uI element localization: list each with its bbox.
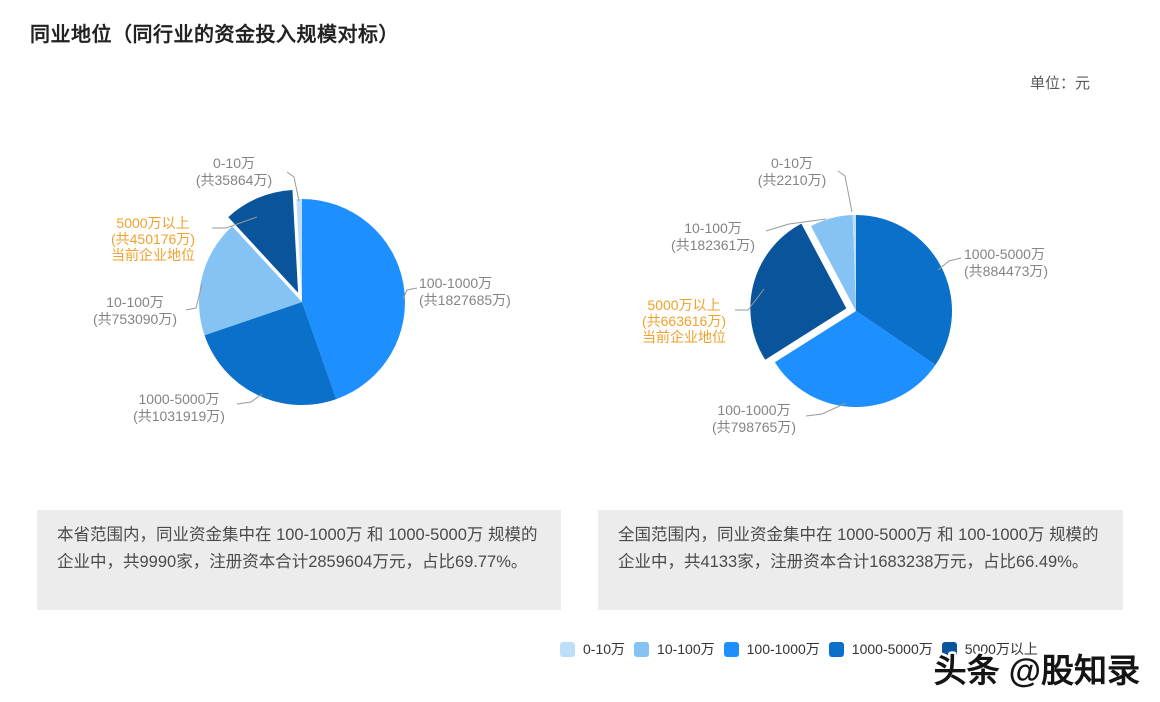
pie-slice-10-100万[interactable] xyxy=(811,215,856,311)
legend-item-100-1000[interactable]: 100-1000万 xyxy=(723,639,820,659)
pie-slice-10-100万[interactable] xyxy=(199,226,302,336)
pie-slice-0-10万[interactable] xyxy=(852,215,856,311)
legend-item-5000-plus[interactable]: 5000万以上 xyxy=(941,639,1038,659)
label-total: (共884473万) xyxy=(964,263,1049,279)
label-range: 1000-5000万 xyxy=(138,391,220,407)
pie-slice-100-1000万[interactable] xyxy=(774,311,936,408)
label-total: (共663616万) xyxy=(641,313,727,329)
leader-line xyxy=(837,170,853,213)
label-left-100-1000: 100-1000万 (共1827685万) xyxy=(419,275,549,309)
label-left-5000-plus-current: 5000万以上 (共450176万) 当前企业地位 xyxy=(94,215,212,263)
label-range: 5000万以上 xyxy=(647,297,721,313)
page-title: 同业地位（同行业的资金投入规模对标） xyxy=(30,24,399,46)
pie-slice-5000万以上[interactable] xyxy=(228,189,299,293)
label-right-100-1000: 100-1000万 (共798765万) xyxy=(700,402,808,436)
legend-swatch xyxy=(634,641,650,657)
legend-item-0-10[interactable]: 0-10万 xyxy=(560,639,625,659)
pie-slice-100-1000万[interactable] xyxy=(302,199,406,400)
pie-slice-5000万以上[interactable] xyxy=(750,223,847,360)
leader-line xyxy=(236,393,263,405)
label-range: 10-100万 xyxy=(106,294,164,310)
leader-line xyxy=(765,218,827,232)
label-range: 5000万以上 xyxy=(116,215,190,231)
legend-swatch xyxy=(941,641,957,657)
label-current-note: 当前企业地位 xyxy=(111,247,195,263)
leader-line xyxy=(402,287,418,300)
label-range: 100-1000万 xyxy=(717,402,791,418)
label-range: 0-10万 xyxy=(770,155,814,171)
label-range: 100-1000万 xyxy=(419,275,493,291)
legend: 0-10万 10-100万 100-1000万 1000-5000万 5000万… xyxy=(560,639,1038,659)
label-current-note: 当前企业地位 xyxy=(642,329,726,345)
pie-chart-national xyxy=(750,215,953,408)
label-range: 0-10万 xyxy=(212,155,256,171)
legend-item-10-100[interactable]: 10-100万 xyxy=(634,639,715,659)
label-range: 1000-5000万 xyxy=(964,246,1045,262)
watermark-text: 头条 @股知录 xyxy=(934,652,1140,689)
leader-line xyxy=(212,216,258,229)
label-total: (共2210万) xyxy=(757,172,827,188)
pie-slice-0-10万[interactable] xyxy=(296,199,302,302)
legend-label: 0-10万 xyxy=(583,641,626,657)
legend-swatch xyxy=(828,641,844,657)
legend-label: 5000万以上 xyxy=(964,641,1038,657)
unit-label: 单位：元 xyxy=(1029,75,1090,92)
leader-line xyxy=(805,402,847,417)
label-range: 10-100万 xyxy=(684,220,742,236)
summary-province: 本省范围内，同业资金集中在 100-1000万 和 1000-5000万 规模的… xyxy=(37,510,561,610)
legend-label: 100-1000万 xyxy=(746,641,820,657)
legend-swatch xyxy=(560,641,575,657)
leader-line xyxy=(937,257,962,271)
leader-line xyxy=(185,283,203,311)
label-right-10-100: 10-100万 (共182361万) xyxy=(660,220,766,254)
label-right-1000-5000: 1000-5000万 (共884473万) xyxy=(964,246,1084,280)
legend-swatch xyxy=(723,641,739,657)
leader-line xyxy=(735,288,765,311)
label-right-5000-plus-current: 5000万以上 (共663616万) 当前企业地位 xyxy=(628,297,740,345)
summary-national: 全国范围内，同业资金集中在 1000-5000万 和 100-1000万 规模的… xyxy=(598,510,1123,610)
label-total: (共1827685万) xyxy=(419,292,511,308)
label-left-0-10: 0-10万 (共35864万) xyxy=(186,155,282,189)
pie-slice-1000-5000万[interactable] xyxy=(204,302,337,405)
label-left-10-100: 10-100万 (共753090万) xyxy=(84,294,186,328)
label-left-1000-5000: 1000-5000万 (共1031919万) xyxy=(120,391,238,425)
pie-chart-province xyxy=(199,189,406,405)
label-total: (共753090万) xyxy=(92,311,178,327)
legend-item-1000-5000[interactable]: 1000-5000万 xyxy=(828,639,933,659)
label-total: (共182361万) xyxy=(670,237,756,253)
label-right-0-10: 0-10万 (共2210万) xyxy=(744,155,840,189)
legend-label: 1000-5000万 xyxy=(851,641,933,657)
pie-slice-1000-5000万[interactable] xyxy=(856,215,953,365)
legend-label: 10-100万 xyxy=(657,641,715,657)
label-total: (共1031919万) xyxy=(133,408,225,424)
label-total: (共35864万) xyxy=(195,172,273,188)
label-total: (共798765万) xyxy=(711,419,797,435)
leader-line xyxy=(286,171,300,202)
label-total: (共450176万) xyxy=(110,231,196,247)
watermark: 头条 @股知录 xyxy=(931,650,1142,692)
